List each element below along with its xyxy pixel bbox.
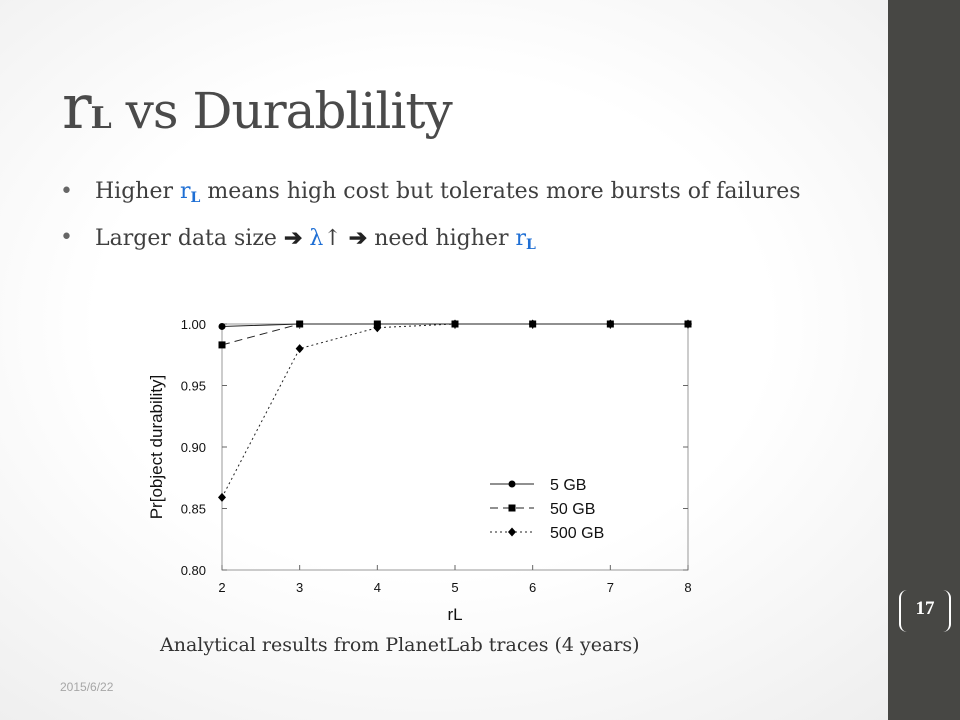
y-tick-label: 1.00 — [181, 317, 206, 332]
r-letter: r — [515, 226, 526, 251]
x-tick-label: 8 — [684, 580, 691, 595]
x-tick-label: 6 — [529, 580, 536, 595]
x-tick-label: 7 — [607, 580, 614, 595]
r-subscript: L — [190, 190, 201, 206]
up-arrow-icon: ↑ — [323, 226, 342, 251]
legend-marker — [508, 504, 516, 512]
r-subscript: L — [526, 237, 536, 253]
data-point — [218, 341, 226, 349]
x-tick-label: 2 — [218, 580, 225, 595]
plot-frame — [221, 323, 689, 571]
data-point — [684, 319, 692, 329]
bullet-text: need higher — [367, 226, 516, 251]
y-tick-label: 0.90 — [181, 440, 206, 455]
right-arrow-icon: ➔ — [283, 225, 303, 251]
y-tick-label: 0.80 — [181, 563, 206, 578]
y-tick-label: 0.85 — [181, 502, 206, 517]
durability-chart: 0.80 0.85 0.90 0.95 1.00 2 3 4 5 6 7 8 5 GB 50 GB 500 … — [147, 317, 692, 624]
bullet-dot: • — [60, 225, 73, 250]
legend-label: 500 GB — [550, 525, 604, 542]
series-line-2 — [221, 323, 688, 498]
page-number-frame — [899, 590, 951, 632]
bullet-text: Larger data size — [95, 226, 284, 251]
bullet-text: means high cost but tolerates more burst… — [200, 179, 801, 204]
r-symbol: rL — [515, 226, 536, 253]
title-subscript: L — [90, 101, 112, 136]
data-point — [606, 319, 615, 329]
bullet-text: Higher — [95, 179, 181, 204]
legend-label: 50 GB — [550, 501, 595, 518]
data-point — [373, 323, 382, 333]
y-tick-label: 0.95 — [181, 379, 206, 394]
r-symbol: rL — [180, 179, 201, 206]
right-arrow-icon: ➔ — [348, 225, 368, 251]
x-tick-label: 3 — [296, 580, 303, 595]
chart-caption: Analytical results from PlanetLab traces… — [160, 634, 640, 656]
lambda-symbol: λ — [309, 226, 324, 251]
legend-marker — [508, 527, 516, 537]
data-point — [528, 319, 537, 329]
title-text: vs Durablility — [110, 82, 453, 140]
slide-title: rL vs Durablility — [62, 70, 453, 143]
y-axis-label: Pr[object durability] — [147, 375, 166, 520]
bullet-item: • Higher rL means high cost but tolerate… — [60, 178, 860, 212]
plot-area: 0.80 0.85 0.90 0.95 1.00 2 3 4 5 6 7 8 5 GB 50 GB 500 … — [181, 317, 692, 595]
legend-marker — [508, 480, 516, 488]
data-point — [295, 344, 304, 354]
bullet-dot: • — [60, 179, 73, 204]
x-tick-label: 4 — [374, 580, 381, 595]
title-symbol: r — [62, 70, 92, 143]
data-point — [218, 492, 226, 502]
data-point — [296, 320, 304, 328]
bullet-list: • Higher rL means high cost but tolerate… — [60, 178, 860, 271]
r-letter: r — [180, 179, 191, 204]
bullet-item: • Larger data size ➔ λ↑ ➔ need higher rL — [60, 224, 860, 259]
data-point — [218, 322, 226, 330]
x-axis-label: rL — [447, 605, 462, 624]
page-number: 17 — [915, 598, 935, 619]
legend-label: 5 GB — [550, 477, 586, 494]
data-point — [451, 319, 459, 329]
x-tick-label: 5 — [451, 580, 458, 595]
slide-date: 2015/6/22 — [60, 680, 114, 694]
